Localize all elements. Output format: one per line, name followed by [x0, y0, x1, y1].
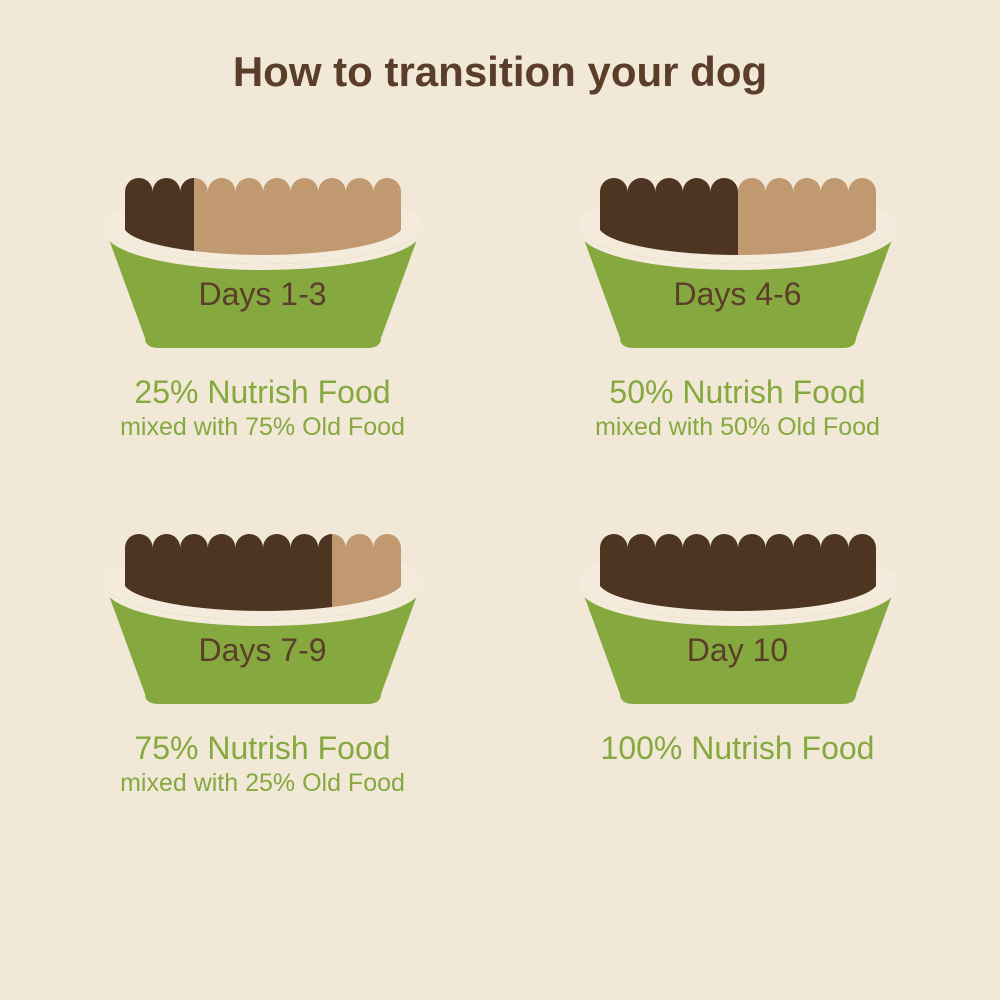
bowl-cell: Days 4-6 50% Nutrish Food mixed with 50%…	[525, 136, 950, 442]
caption-line2: mixed with 25% Old Food	[120, 769, 405, 798]
bowl-graphic: Day 10	[558, 492, 918, 712]
bowl-grid: Days 1-3 25% Nutrish Food mixed with 75%…	[50, 136, 950, 798]
bowl-graphic: Days 7-9	[83, 492, 443, 712]
days-label: Days 4-6	[558, 276, 918, 313]
caption-line2: mixed with 75% Old Food	[120, 413, 405, 442]
bowl-graphic: Days 1-3	[83, 136, 443, 356]
caption-line1: 25% Nutrish Food	[120, 374, 405, 411]
bowl-graphic: Days 4-6	[558, 136, 918, 356]
caption-line2: mixed with 50% Old Food	[595, 413, 880, 442]
days-label: Day 10	[558, 632, 918, 669]
days-label: Days 7-9	[83, 632, 443, 669]
days-label: Days 1-3	[83, 276, 443, 313]
bowl-cell: Days 1-3 25% Nutrish Food mixed with 75%…	[50, 136, 475, 442]
bowl-cell: Day 10 100% Nutrish Food	[525, 492, 950, 798]
caption-line1: 75% Nutrish Food	[120, 730, 405, 767]
bowl-caption: 100% Nutrish Food	[601, 730, 875, 769]
page-title: How to transition your dog	[233, 48, 767, 96]
bowl-caption: 50% Nutrish Food mixed with 50% Old Food	[595, 374, 880, 442]
bowl-caption: 25% Nutrish Food mixed with 75% Old Food	[120, 374, 405, 442]
caption-line1: 50% Nutrish Food	[595, 374, 880, 411]
caption-line1: 100% Nutrish Food	[601, 730, 875, 767]
bowl-caption: 75% Nutrish Food mixed with 25% Old Food	[120, 730, 405, 798]
bowl-cell: Days 7-9 75% Nutrish Food mixed with 25%…	[50, 492, 475, 798]
